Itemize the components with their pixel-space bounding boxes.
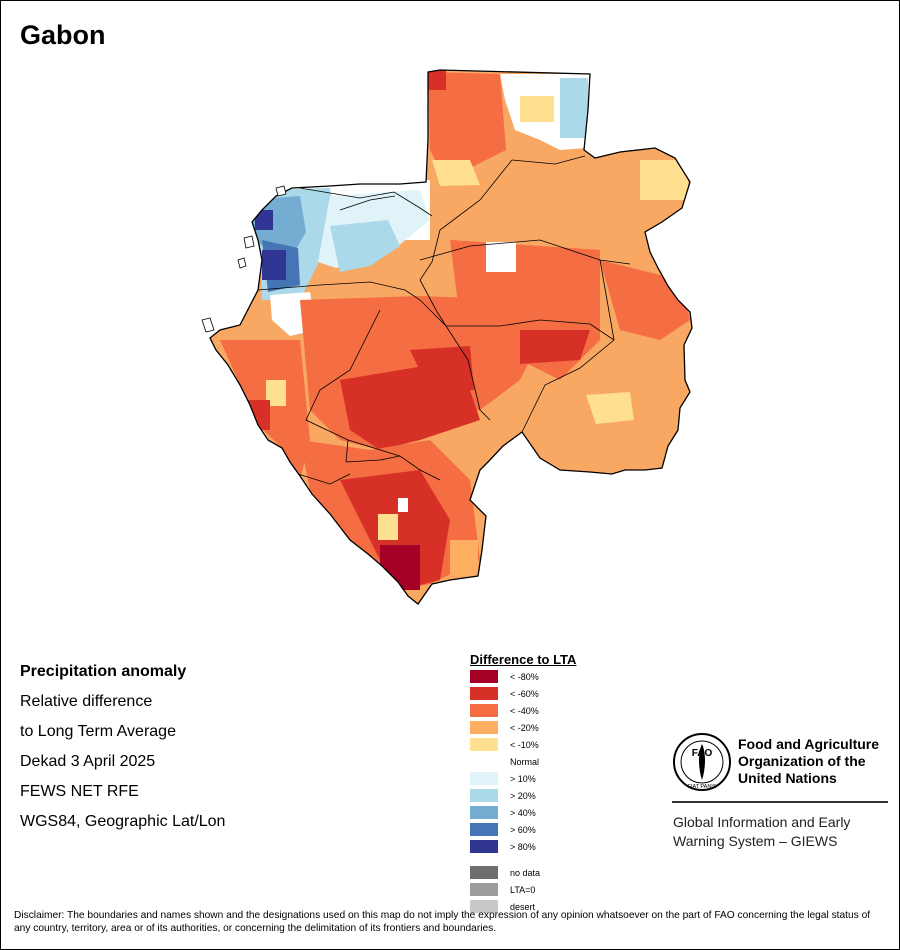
legend-extra-item-row: desert [470, 899, 576, 916]
giews-name: Global Information and Early Warning Sys… [673, 813, 850, 851]
legend-item-label: < -40% [510, 706, 539, 716]
legend-item-label: < -60% [510, 689, 539, 699]
fao-name-line3: United Nations [738, 770, 837, 786]
map-legend: Difference to LTA < -80% < -60% < -40% < -2… [470, 652, 576, 916]
fao-logo-letters: FAO [692, 748, 713, 759]
legend-item-label: > 10% [510, 774, 536, 784]
info-projection: WGS84, Geographic Lat/Lon [20, 813, 226, 830]
disclaimer: Disclaimer: The boundaries and names sho… [14, 910, 871, 934]
legend-item-swatch [470, 772, 498, 785]
fao-name-line1: Food and Agriculture [738, 736, 880, 752]
info-relative-difference: Relative difference [20, 693, 153, 710]
legend-items: < -80% < -60% < -40% < -20% < -10% Normal > 10… [470, 669, 576, 856]
legend-item-swatch [470, 823, 498, 836]
legend-item-row: > 20% [470, 788, 576, 805]
legend-item-swatch [470, 755, 498, 768]
legend-item-row: > 40% [470, 805, 576, 822]
legend-extra-item-swatch [470, 883, 498, 896]
anomaly-raster [210, 70, 692, 604]
giews-line2: Warning System – GIEWS [673, 833, 838, 849]
fao-organization-name: Food and Agriculture Organization of the… [738, 736, 879, 787]
legend-item-row: < -20% [470, 720, 576, 737]
legend-extra-item-swatch [470, 900, 498, 913]
legend-item-swatch [470, 789, 498, 802]
legend-item-row: < -60% [470, 686, 576, 703]
legend-extra-item-label: LTA=0 [510, 885, 536, 895]
legend-item-row: < -40% [470, 703, 576, 720]
legend-item-swatch [470, 806, 498, 819]
legend-item-swatch [470, 687, 498, 700]
legend-item-row: > 60% [470, 822, 576, 839]
legend-item-row: < -10% [470, 737, 576, 754]
legend-item-swatch [470, 840, 498, 853]
info-dekad: Dekad 3 April 2025 [20, 753, 156, 770]
info-precipitation-anomaly: Precipitation anomaly [20, 663, 187, 680]
fao-name-line2: Organization of the [738, 753, 866, 769]
legend-item-label: < -10% [510, 740, 539, 750]
province-boundaries [257, 155, 631, 485]
legend-item-label: > 80% [510, 842, 536, 852]
legend-extra-item-row: LTA=0 [470, 882, 576, 899]
precipitation-anomaly-map [201, 69, 693, 605]
legend-item-row: Normal [470, 754, 576, 771]
info-data-source: FEWS NET RFE [20, 783, 139, 800]
legend-extra-item-row: no data [470, 865, 576, 882]
legend-item-label: > 40% [510, 808, 536, 818]
legend-item-swatch [470, 721, 498, 734]
legend-extra-item-swatch [470, 866, 498, 879]
legend-item-row: < -80% [470, 669, 576, 686]
legend-item-swatch [470, 738, 498, 751]
legend-extra-item-label: desert [510, 902, 536, 912]
legend-title: Difference to LTA [470, 652, 577, 667]
legend-item-label: < -80% [510, 672, 539, 682]
legend-item-label: < -20% [510, 723, 539, 733]
legend-item-swatch [470, 704, 498, 717]
legend-item-label: Normal [510, 757, 540, 767]
fao-logo-icon: FAO FIAT PANIS [673, 733, 731, 791]
legend-item-row: > 80% [470, 839, 576, 856]
fao-divider [672, 801, 888, 803]
legend-extra-items: no data LTA=0 desert [470, 865, 576, 916]
legend-extra-item-label: no data [510, 868, 541, 878]
legend-item-swatch [470, 670, 498, 683]
fao-logo-motto: FIAT PANIS [687, 784, 716, 790]
legend-item-label: > 60% [510, 825, 536, 835]
legend-item-label: > 20% [510, 791, 536, 801]
info-long-term-average: to Long Term Average [20, 723, 176, 740]
giews-line1: Global Information and Early [673, 814, 851, 830]
map-info-block: Precipitation anomaly Relative differenc… [20, 657, 225, 837]
coastal-islands [201, 185, 287, 333]
legend-item-row: > 10% [470, 771, 576, 788]
map-title: Gabon [20, 20, 106, 50]
